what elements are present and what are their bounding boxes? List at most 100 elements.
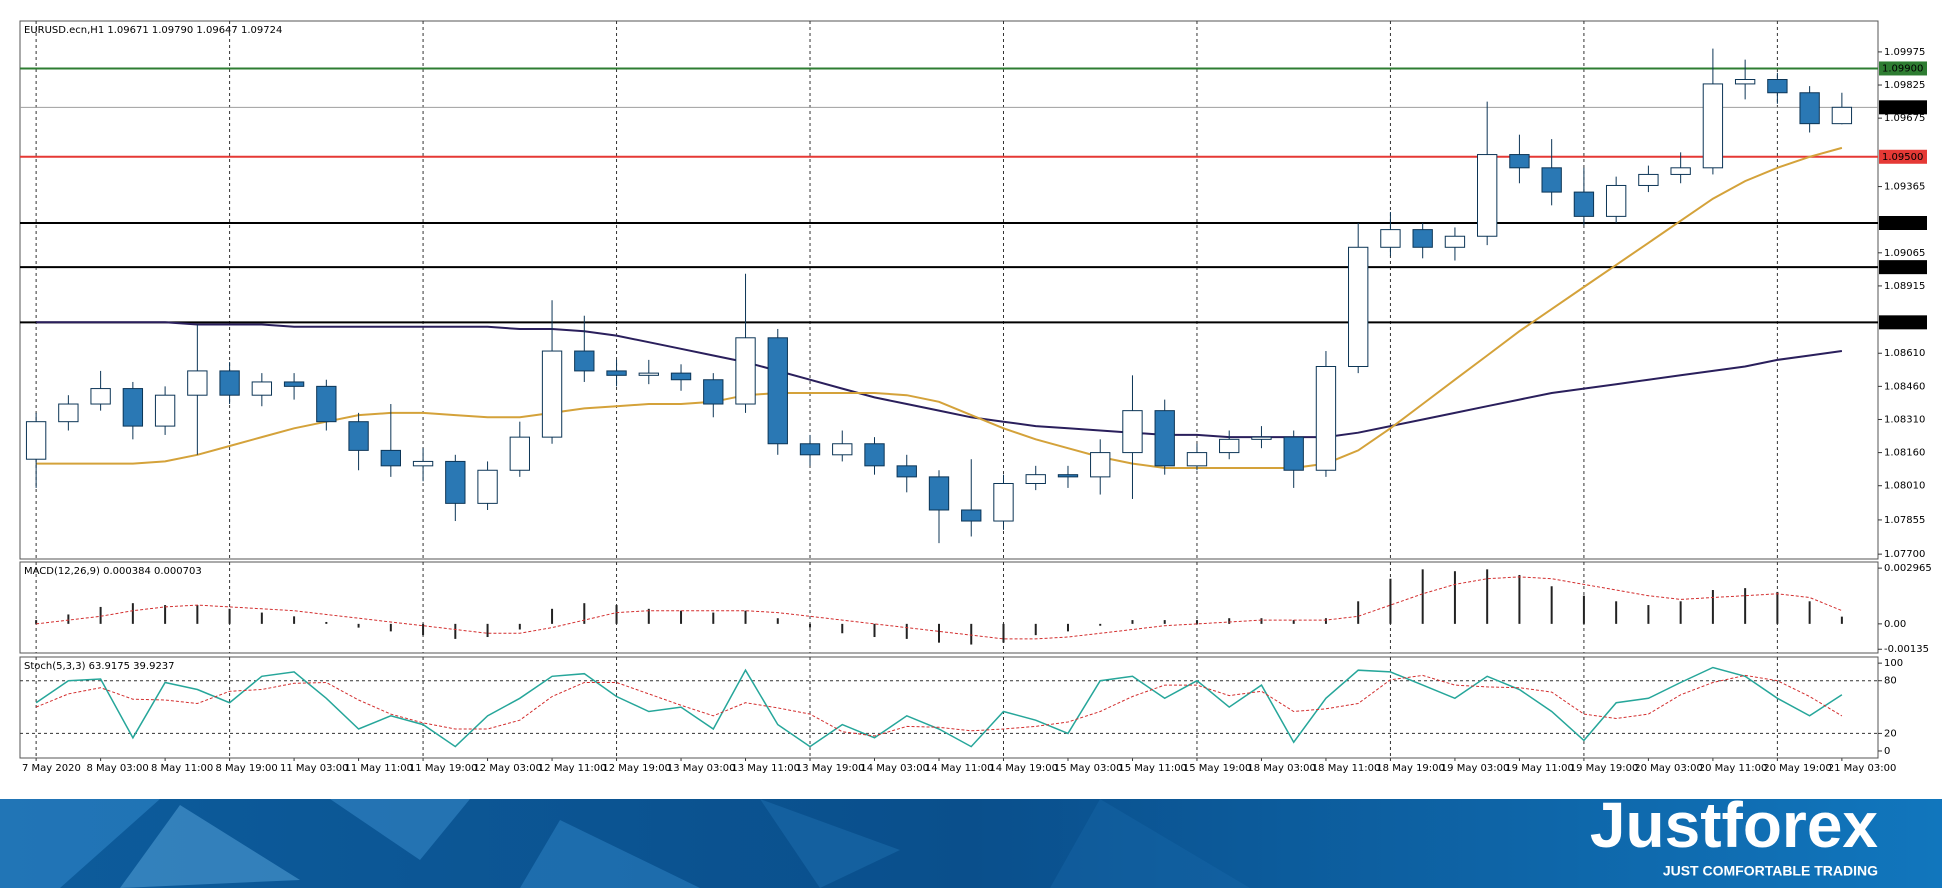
candle-body <box>896 465 917 478</box>
y-tick-label: 100 <box>1884 658 1903 669</box>
background <box>0 0 1942 799</box>
candle-body <box>799 443 821 456</box>
stoch-line <box>35 674 1843 737</box>
y-tick-label: 1.09975 <box>1884 47 1925 58</box>
panel-frame <box>19 656 1879 759</box>
candle-body <box>316 385 337 423</box>
logo: Justforex <box>1590 789 1879 861</box>
candle-body <box>412 460 434 467</box>
x-tick-label: 15 May 11:00 <box>1118 763 1187 774</box>
candle-body <box>735 337 756 405</box>
candle-body <box>1670 167 1691 175</box>
x-tick-label: 19 May 19:00 <box>1570 763 1639 774</box>
y-tick-label: 1.08310 <box>1884 414 1925 425</box>
y-tick-label: 1.08460 <box>1884 381 1925 392</box>
level-label: 1.09000 <box>1882 262 1923 273</box>
candle-body <box>1348 246 1369 367</box>
candle-body <box>1444 235 1466 248</box>
candle-body <box>1477 154 1498 237</box>
candle-body <box>574 350 595 372</box>
x-tick-label: 8 May 03:00 <box>86 763 148 774</box>
x-tick-label: 21 May 03:00 <box>1828 763 1897 774</box>
candle-body <box>1509 154 1530 169</box>
y-tick-label: 1.07700 <box>1884 549 1925 560</box>
level-label: 1.09200 <box>1882 218 1923 229</box>
y-tick-label: 80 <box>1884 676 1897 687</box>
candle-body <box>606 370 627 376</box>
x-tick-label: 11 May 19:00 <box>409 763 478 774</box>
level-box <box>1879 215 1927 230</box>
x-tick-label: 11 May 03:00 <box>280 763 349 774</box>
candle-body <box>670 372 692 381</box>
candle-body <box>58 403 79 423</box>
candle-body <box>187 370 208 396</box>
candle-body <box>1831 106 1853 125</box>
candle-body <box>1315 365 1337 471</box>
banner-shape <box>1050 799 1250 888</box>
y-tick-label: 0.00 <box>1884 619 1906 630</box>
moving-average <box>36 321 1843 439</box>
candle-body <box>1541 167 1562 193</box>
candle-body <box>928 476 950 511</box>
candle-body <box>154 394 176 427</box>
candle-body <box>1573 191 1595 217</box>
candle-body <box>961 509 982 522</box>
candle-body <box>1025 474 1046 484</box>
x-tick-label: 19 May 11:00 <box>1505 763 1574 774</box>
x-tick-label: 11 May 11:00 <box>344 763 413 774</box>
signal-line <box>36 576 1843 640</box>
candle-body <box>1412 229 1433 248</box>
banner-shape <box>120 805 300 888</box>
candle-body <box>283 381 305 387</box>
y-tick-label: 1.09365 <box>1884 182 1925 193</box>
x-tick-label: 12 May 19:00 <box>602 763 671 774</box>
x-tick-label: 8 May 19:00 <box>215 763 277 774</box>
candle-body <box>1090 452 1111 478</box>
y-tick-label: 0.002965 <box>1884 563 1932 574</box>
candle-body <box>1154 410 1175 467</box>
x-tick-label: 13 May 03:00 <box>667 763 736 774</box>
x-tick-label: 13 May 11:00 <box>731 763 800 774</box>
candle-body <box>1605 184 1627 217</box>
banner-shape <box>0 799 160 888</box>
y-tick-label: 1.08915 <box>1884 281 1925 292</box>
y-tick-label: 1.08610 <box>1884 348 1925 359</box>
x-tick-label: 12 May 03:00 <box>473 763 542 774</box>
x-tick-label: 14 May 11:00 <box>925 763 994 774</box>
x-tick-label: 20 May 11:00 <box>1699 763 1768 774</box>
level-label: 1.09900 <box>1882 63 1923 74</box>
x-tick-label: 19 May 03:00 <box>1441 763 1510 774</box>
level-box <box>1879 315 1927 330</box>
candle-body <box>1702 83 1724 169</box>
banner-shape <box>760 799 900 888</box>
x-tick-label: 20 May 19:00 <box>1763 763 1832 774</box>
y-tick-label: 1.08160 <box>1884 448 1925 459</box>
candle-body <box>832 443 853 456</box>
x-tick-label: 8 May 11:00 <box>151 763 213 774</box>
level-label: 1.08750 <box>1882 317 1923 328</box>
candle-body <box>541 350 563 438</box>
banner-shape <box>520 820 700 888</box>
y-tick-label: 1.07855 <box>1884 515 1925 526</box>
candle-body <box>25 421 47 460</box>
candle-body <box>1283 436 1304 471</box>
candle-body <box>90 388 111 405</box>
panel-title: EURUSD.ecn,H1 1.09671 1.09790 1.09647 1.… <box>24 25 282 36</box>
banner-shape <box>330 799 470 860</box>
candle-body <box>1251 436 1272 440</box>
x-tick-label: 12 May 11:00 <box>538 763 607 774</box>
banner: Justforex JUST COMFORTABLE TRADING <box>0 789 1942 888</box>
candle-body <box>1186 452 1208 467</box>
candle-body <box>219 370 240 396</box>
y-tick-label: 0 <box>1884 746 1890 757</box>
candle-body <box>1799 92 1820 125</box>
candle-body <box>348 421 369 451</box>
level-label: 1.09500 <box>1882 152 1923 163</box>
candle-body <box>1380 229 1401 248</box>
candle-body <box>767 337 788 445</box>
candle-body <box>1767 79 1788 94</box>
x-tick-label: 13 May 19:00 <box>796 763 865 774</box>
x-tick-label: 20 May 03:00 <box>1634 763 1703 774</box>
candle-body <box>864 443 885 467</box>
